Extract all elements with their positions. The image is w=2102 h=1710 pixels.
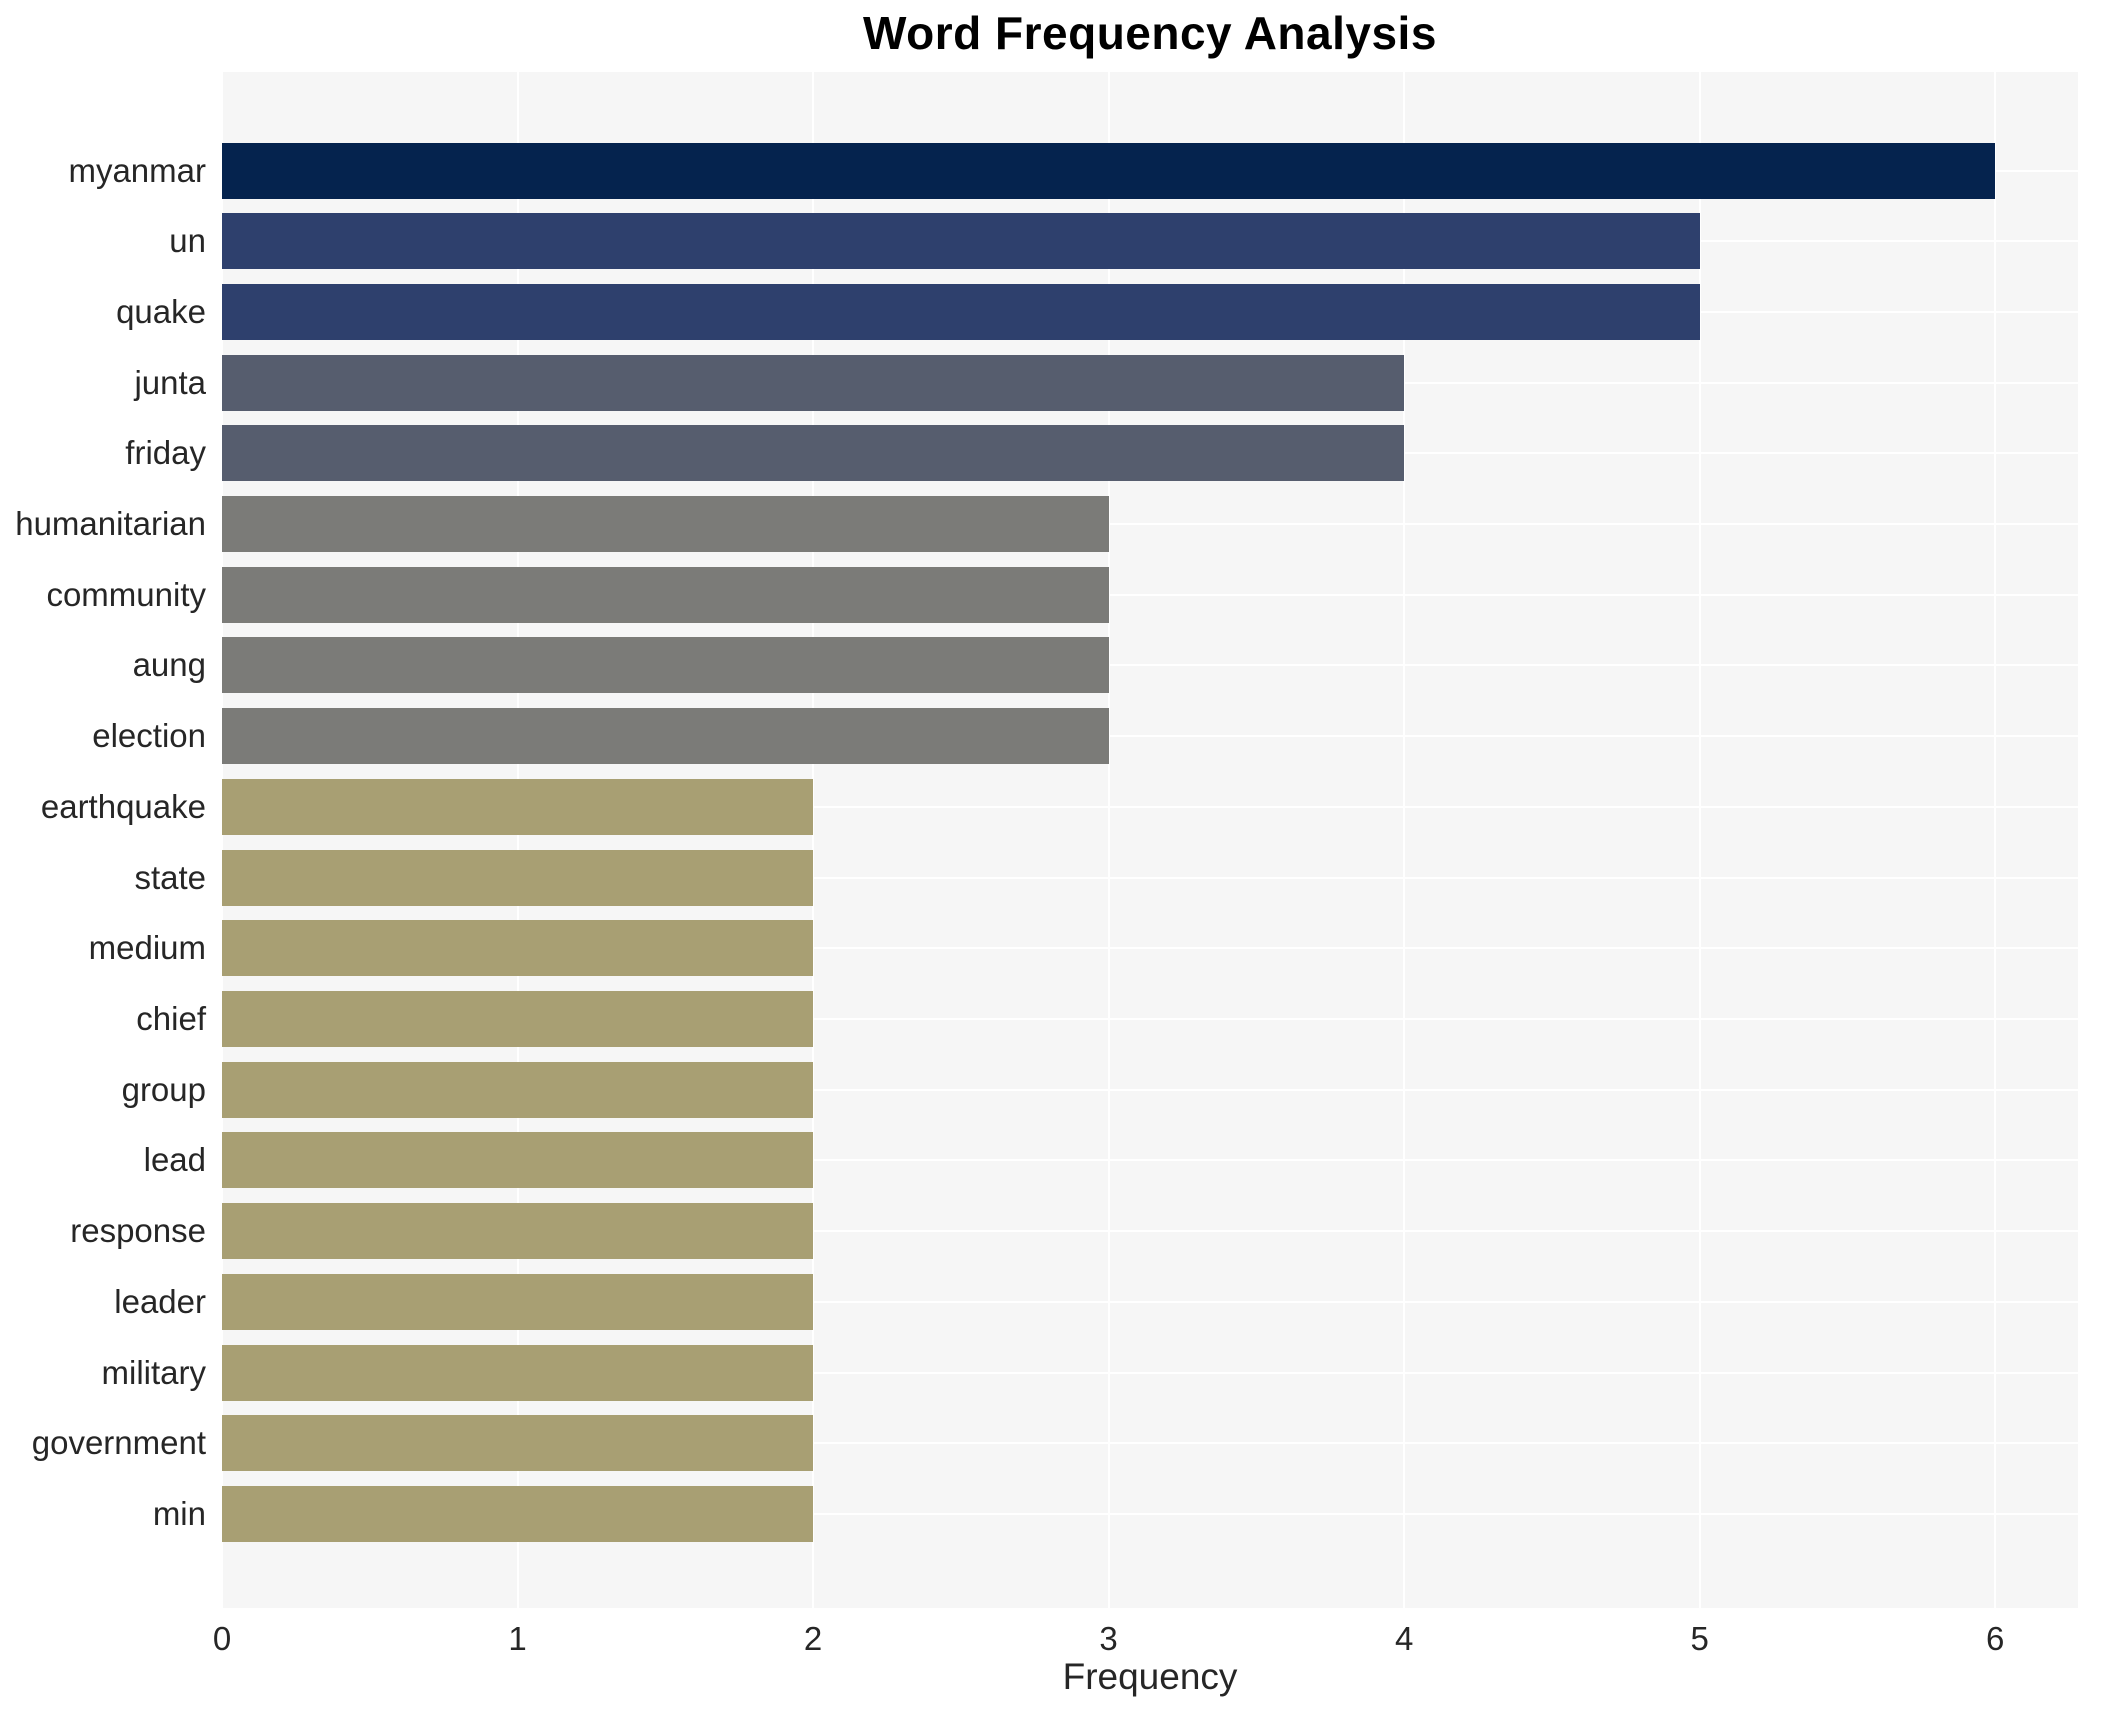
bar-leader (222, 1273, 814, 1330)
bar-lead (222, 1132, 814, 1189)
x-tick-label: 5 (1690, 1620, 1709, 1657)
x-tick-label: 2 (803, 1620, 823, 1657)
bar-community (222, 566, 1109, 623)
bar-friday (222, 425, 1405, 482)
bar-junta (222, 354, 1405, 411)
bar-election (222, 708, 1109, 765)
y-tick-label: group (121, 1070, 206, 1108)
gridline-vertical (1107, 72, 1110, 1608)
bar-state (222, 849, 814, 906)
bar-chief (222, 991, 814, 1048)
y-tick-label: humanitarian (15, 505, 206, 543)
gridline-horizontal (222, 1300, 2078, 1303)
bar-earthquake (222, 778, 814, 835)
gridline-horizontal (222, 1088, 2078, 1091)
y-tick-label: community (46, 575, 206, 613)
gridline-horizontal (222, 947, 2078, 950)
x-tick-label: 3 (1099, 1620, 1118, 1657)
x-tick-label: 1 (508, 1620, 527, 1657)
gridline-horizontal (222, 1230, 2078, 1233)
y-tick-label: leader (114, 1282, 206, 1320)
chart-title: Word Frequency Analysis (863, 7, 1437, 59)
y-tick-label: lead (143, 1141, 206, 1179)
gridline-horizontal (222, 593, 2078, 596)
plot-area (221, 72, 2078, 1608)
bar-humanitarian (222, 496, 1109, 553)
gridline-vertical (516, 72, 519, 1608)
gridline-vertical (1994, 72, 1997, 1608)
y-tick-label: military (101, 1353, 207, 1391)
gridline-horizontal (222, 1159, 2078, 1162)
y-tick-label: earthquake (40, 787, 206, 825)
gridline-horizontal (222, 1018, 2078, 1021)
y-tick-label: chief (136, 1000, 206, 1038)
y-tick-label: friday (125, 434, 206, 472)
gridline-horizontal (222, 664, 2078, 667)
gridline-horizontal (222, 523, 2078, 526)
x-tick-label: 6 (1986, 1620, 2005, 1657)
gridline-vertical (812, 72, 815, 1608)
bar-military (222, 1344, 814, 1401)
gridline-horizontal (222, 1371, 2078, 1374)
x-tick-label: 4 (1394, 1620, 1414, 1657)
bar-government (222, 1415, 814, 1472)
gridline-vertical (221, 72, 223, 1608)
bar-response (222, 1203, 814, 1260)
y-tick-label: election (92, 717, 206, 755)
bar-myanmar (222, 142, 1996, 199)
y-tick-label: government (31, 1424, 206, 1462)
y-tick-label: un (169, 222, 206, 260)
bar-un (222, 213, 1700, 270)
y-tick-label: quake (116, 292, 206, 330)
bar-quake (222, 283, 1700, 340)
y-tick-label: myanmar (68, 151, 206, 189)
x-axis-label: Frequency (1062, 1656, 1238, 1697)
y-tick-label: medium (88, 929, 206, 967)
gridline-vertical (1403, 72, 1406, 1608)
y-tick-label: aung (132, 646, 206, 684)
bar-min (222, 1486, 814, 1542)
gridline-horizontal (222, 1513, 2078, 1515)
gridline-horizontal (222, 805, 2078, 808)
bar-group (222, 1061, 814, 1118)
gridline-horizontal (222, 1442, 2078, 1445)
y-tick-label: state (134, 858, 206, 896)
gridline-vertical (1698, 72, 1701, 1608)
y-tick-label: response (70, 1212, 206, 1250)
bar-medium (222, 920, 814, 977)
y-tick-label: junta (134, 363, 206, 401)
y-tick-label: min (152, 1495, 206, 1532)
bar-aung (222, 637, 1109, 694)
gridline-horizontal (222, 876, 2078, 879)
gridline-horizontal (222, 735, 2078, 738)
x-tick-label: 0 (212, 1620, 232, 1657)
